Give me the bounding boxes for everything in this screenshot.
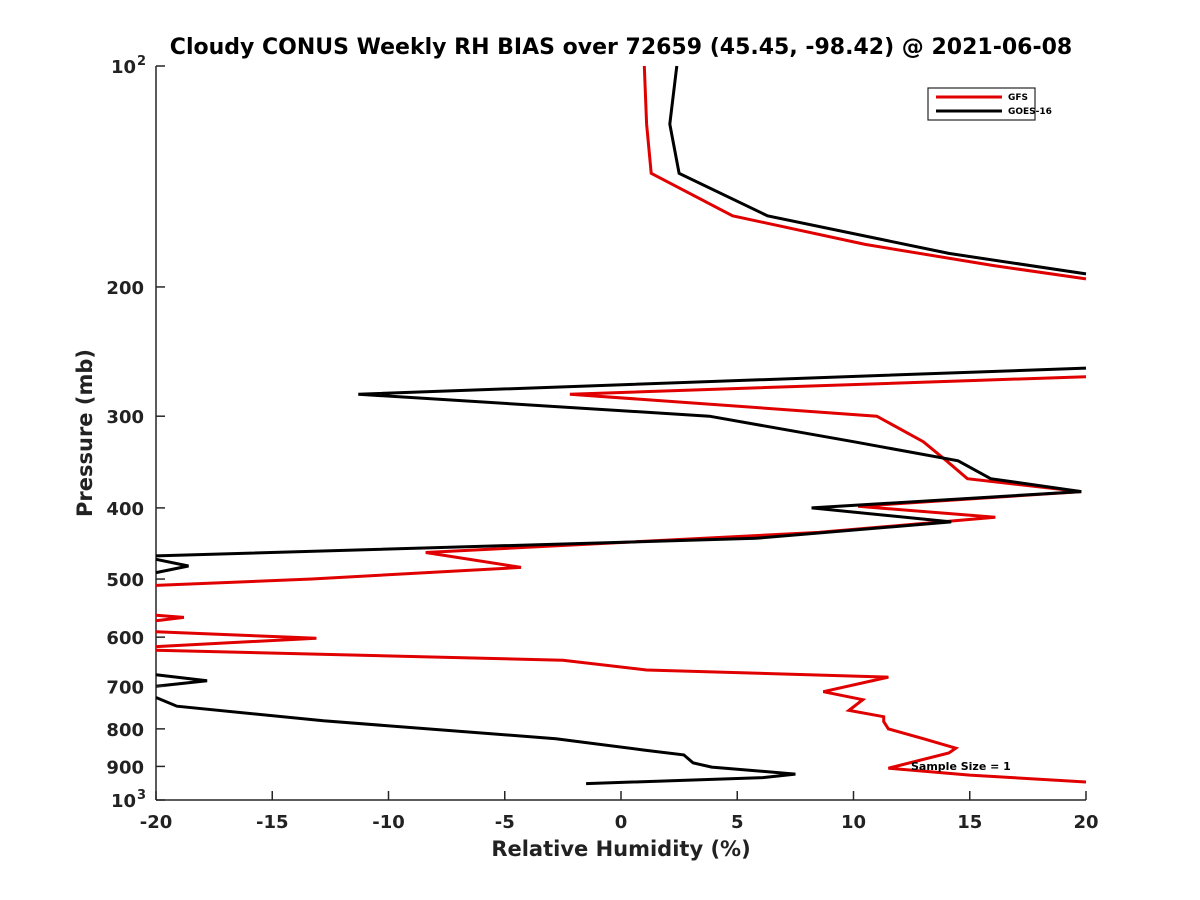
series-layer <box>155 65 1087 786</box>
y-tick-label: 10 <box>111 57 136 78</box>
plot-area <box>155 66 1086 801</box>
series-line-segment <box>155 696 796 786</box>
x-tick-label: 15 <box>957 812 982 833</box>
x-axis-label: Relative Humidity (%) <box>491 837 750 861</box>
series-line-segment <box>155 673 208 688</box>
sample-size-annotation: Sample Size = 1 <box>911 760 1011 773</box>
y-tick-label: 600 <box>106 628 144 649</box>
y-tick-label: 300 <box>106 407 144 428</box>
x-tick-label: -15 <box>256 812 289 833</box>
y-tick-exponent: 2 <box>137 54 146 69</box>
x-tick-label: 5 <box>731 812 744 833</box>
series-line-segment <box>155 375 1087 587</box>
y-tick-exponent: 3 <box>137 788 146 803</box>
y-tick-label: 200 <box>106 278 144 299</box>
series-line-segment <box>155 613 185 623</box>
series-line-segment <box>668 65 1087 276</box>
series-goes-16 <box>155 65 1087 786</box>
series-line-segment <box>642 65 1087 281</box>
series-line-segment <box>155 648 1087 784</box>
x-tick-label: 0 <box>615 812 628 833</box>
legend-box <box>927 87 1036 121</box>
x-tick-label: 20 <box>1073 812 1098 833</box>
series-line-segment <box>155 630 317 649</box>
x-tick-label: 10 <box>841 812 866 833</box>
series-line-segment <box>155 366 1087 558</box>
x-axis: -20 -15 -10 -5 0 5 10 15 20 <box>140 791 1099 833</box>
y-tick-label: 400 <box>106 499 144 520</box>
chart-title: Cloudy CONUS Weekly RH BIAS over 72659 (… <box>170 35 1072 60</box>
x-tick-label: -5 <box>495 812 515 833</box>
legend-entry-label: GFS <box>1008 93 1028 103</box>
series-gfs <box>155 65 1087 784</box>
series-line-segment <box>155 557 189 575</box>
legend: GFS GOES-16 <box>927 87 1052 121</box>
y-tick-label: 500 <box>106 570 144 591</box>
y-tick-label: 700 <box>106 677 144 698</box>
legend-entry-label: GOES-16 <box>1008 107 1052 117</box>
y-axis-label: Pressure (mb) <box>73 349 97 517</box>
y-tick-label: 900 <box>106 757 144 778</box>
x-tick-label: -20 <box>140 812 173 833</box>
x-tick-label: -10 <box>372 812 405 833</box>
y-tick-label: 800 <box>106 720 144 741</box>
y-tick-label: 10 <box>111 791 136 812</box>
